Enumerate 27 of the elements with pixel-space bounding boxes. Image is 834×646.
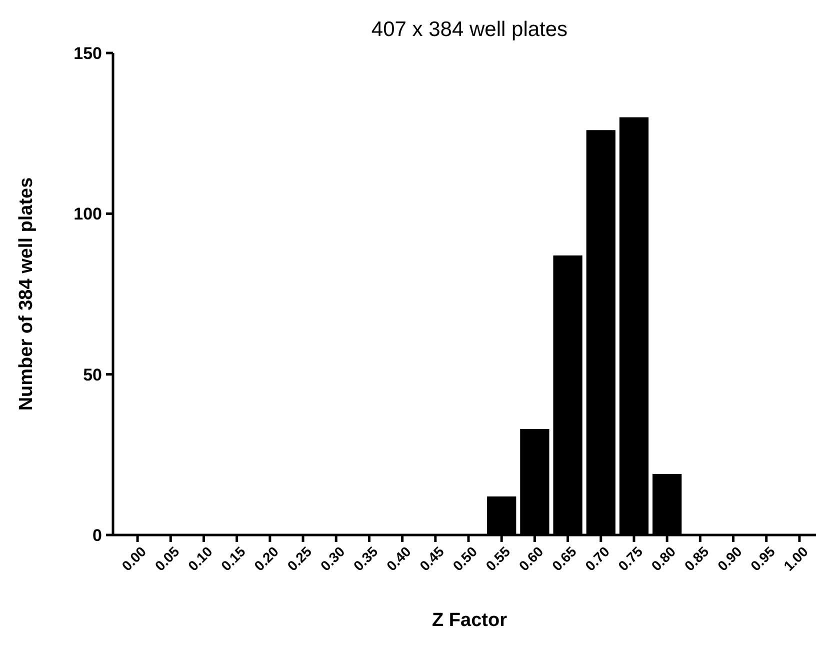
- x-tick-label: 0.75: [614, 543, 646, 574]
- x-tick-label: 0.95: [747, 543, 778, 574]
- x-tick-label: 0.40: [383, 543, 414, 574]
- x-tick-label: 0.25: [284, 543, 315, 574]
- x-tick-label: 0.60: [516, 543, 546, 574]
- y-tick-label: 50: [83, 365, 102, 384]
- x-tick-label: 0.10: [184, 543, 216, 574]
- x-tick-label: 0.35: [350, 543, 381, 574]
- x-tick-label: 0.15: [218, 543, 249, 574]
- x-axis-title: Z Factor: [432, 610, 508, 631]
- x-tick-label: 0.55: [482, 543, 514, 574]
- y-tick-label: 150: [74, 44, 102, 63]
- y-tick-label: 0: [92, 526, 102, 545]
- x-tick-label: 0.30: [317, 543, 348, 574]
- x-tick-label: 0.20: [250, 543, 282, 574]
- x-tick-label: 0.65: [548, 543, 580, 574]
- x-tick-label: 0.00: [118, 543, 150, 574]
- x-tick-label: 0.90: [714, 543, 745, 574]
- y-axis-title: Number of 384 well plates: [16, 177, 37, 411]
- x-tick-label: 0.85: [681, 543, 712, 574]
- y-tick-label: 100: [74, 204, 102, 224]
- x-tick-label: 0.50: [450, 543, 480, 574]
- x-tick-label: 0.45: [416, 543, 448, 574]
- x-tick-label: 0.80: [648, 543, 679, 574]
- chart-title: 407 x 384 well plates: [371, 18, 568, 41]
- x-tick-label: 0.70: [582, 543, 613, 574]
- x-tick-label: 0.05: [152, 543, 182, 574]
